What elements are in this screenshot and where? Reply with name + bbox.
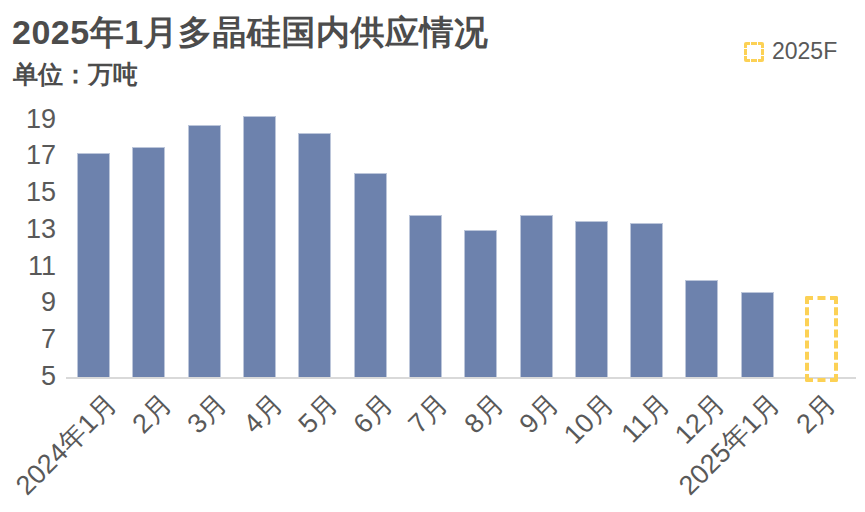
y-axis-tick-label: 7	[0, 326, 56, 353]
y-axis-tick-label: 11	[0, 253, 56, 280]
chart-canvas: 2025年1月多晶硅国内供应情况 单位：万吨 2025F 57911131517…	[0, 0, 865, 512]
y-axis-tick-label: 13	[0, 216, 56, 243]
x-axis-tick-label: 10月	[559, 389, 619, 449]
x-axis-tick-label: 2024年1月	[10, 389, 121, 500]
bar-actual	[77, 153, 110, 377]
x-axis-tick-label: 5月	[293, 389, 343, 439]
bar-forecast-dashed	[805, 296, 838, 382]
y-axis-tick-label: 15	[0, 179, 56, 206]
x-axis-tick-label: 8月	[459, 389, 509, 439]
x-axis-tick-label: 3月	[183, 389, 233, 439]
plot-area: 57911131517192024年1月2月3月4月5月6月7月8月9月10月1…	[0, 0, 865, 512]
x-axis-tick-label: 11月	[616, 389, 675, 448]
x-axis-line	[66, 377, 856, 379]
x-axis-tick-label: 2月	[127, 389, 177, 439]
x-axis-tick-label: 4月	[238, 389, 288, 439]
bar-actual	[575, 221, 608, 377]
bar-actual	[630, 223, 663, 377]
bar-actual	[464, 230, 497, 377]
y-axis-tick-label: 5	[0, 363, 56, 390]
y-axis-tick-label: 19	[0, 106, 56, 133]
x-axis-tick-label: 2月	[791, 389, 841, 439]
bar-actual	[685, 280, 718, 377]
bar-actual	[409, 215, 442, 377]
x-axis-tick-label: 6月	[348, 389, 398, 439]
bar-actual	[243, 116, 276, 377]
bar-actual	[132, 147, 165, 377]
y-axis-tick-label: 9	[0, 289, 56, 316]
bar-actual	[741, 292, 774, 377]
bar-actual	[298, 133, 331, 377]
bar-actual	[188, 125, 221, 377]
bar-actual	[520, 215, 553, 377]
y-axis-tick-label: 17	[0, 142, 56, 169]
x-axis-tick-label: 7月	[404, 389, 454, 439]
bar-actual	[354, 173, 387, 377]
x-axis-tick-label: 9月	[514, 389, 564, 439]
